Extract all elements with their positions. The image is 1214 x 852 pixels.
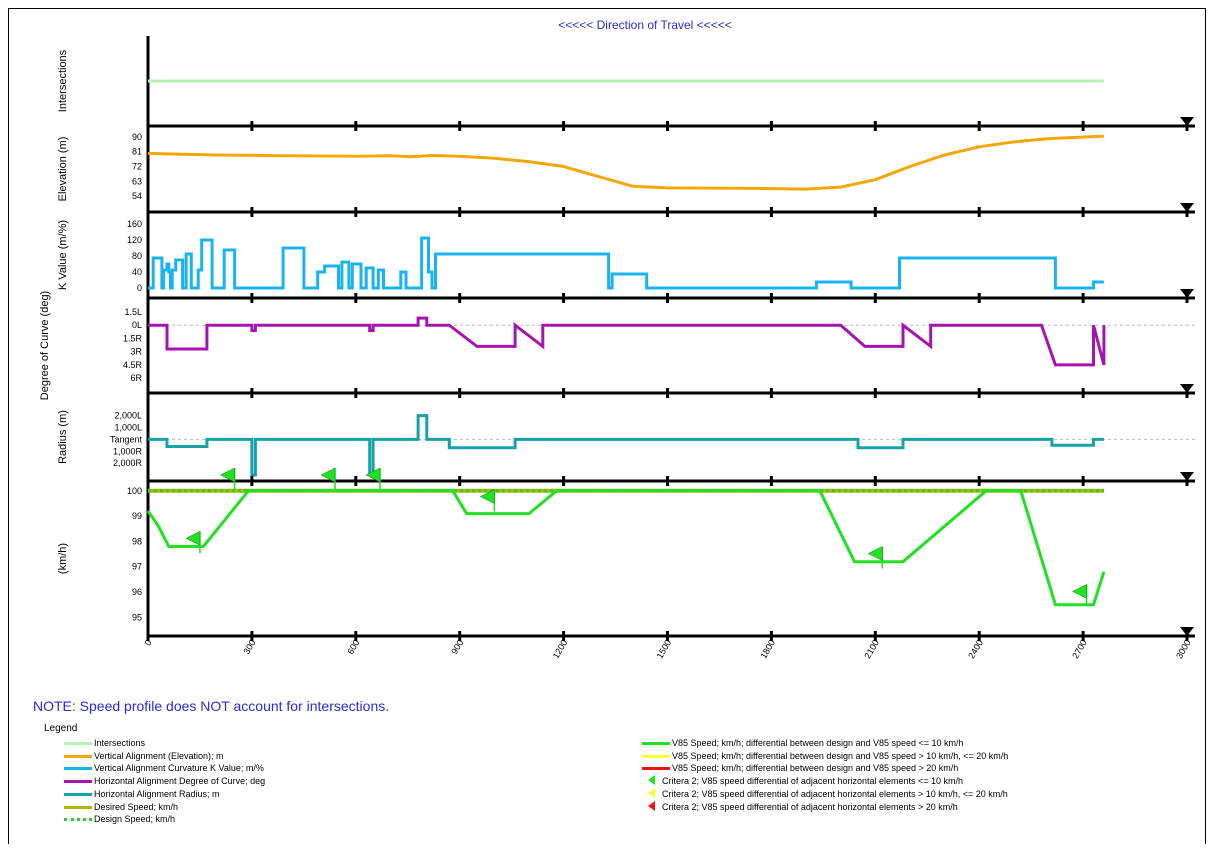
ytick-speed-0: 100	[127, 486, 142, 496]
ytick-speed-2: 98	[132, 536, 142, 546]
series-degree-0	[148, 316, 1106, 367]
ytick-degree-5: 6R	[130, 373, 142, 383]
ytick-radius-1: 1,000L	[114, 423, 142, 433]
ytick-kvalue-2: 80	[132, 251, 142, 261]
ytick-elevation-1: 81	[132, 147, 142, 157]
legend-left-item-2-label: Vertical Alignment Curvature K Value; m/…	[94, 763, 264, 774]
legend-right-item-3-swatch	[648, 775, 655, 786]
series-elevation-0	[147, 134, 1104, 191]
flag-marker-4	[479, 489, 495, 504]
flag-marker-2	[320, 467, 336, 483]
series-kvalue-0	[148, 236, 1104, 290]
ytick-kvalue-4: 0	[137, 283, 142, 293]
legend-right-item-3-label: Critera 2; V85 speed differential of adj…	[662, 776, 964, 787]
legend-right-item-1-swatch	[642, 754, 670, 758]
legend-right-item-4-swatch	[648, 787, 655, 798]
ytick-degree-3: 3R	[130, 347, 142, 357]
panel-ylabel-degree: Degree of Curve (deg)	[39, 291, 51, 400]
ytick-radius-4: 2,000R	[113, 458, 143, 468]
legend-right-item-4-label: Critera 2; V85 speed differential of adj…	[662, 788, 1008, 799]
legend-title: Legend	[44, 723, 78, 734]
flag-marker-3	[365, 467, 381, 483]
band-arrow-speed	[1180, 627, 1194, 636]
series-speed-2	[146, 489, 1106, 607]
ytick-elevation-3: 63	[132, 176, 142, 186]
ytick-kvalue-1: 120	[127, 235, 142, 245]
panel-ylabel-kvalue: K Value (m/%)	[57, 220, 69, 290]
ytick-degree-1: 0L	[132, 320, 142, 330]
band-arrow-degree	[1180, 384, 1194, 393]
ytick-elevation-0: 90	[132, 132, 142, 142]
flag-marker-6	[1072, 584, 1087, 599]
ytick-kvalue-0: 160	[127, 219, 142, 229]
panel-ylabel-intersections: Intersections	[57, 49, 69, 112]
flag-marker-0	[185, 530, 201, 546]
legend-left-item-5-label: Desired Speed; km/h	[94, 801, 179, 812]
chart-title: <<<<< Direction of Travel <<<<<	[558, 18, 732, 32]
flag-marker-1	[220, 467, 235, 483]
ytick-speed-3: 97	[132, 562, 142, 572]
ytick-degree-0: 1.5L	[124, 307, 142, 317]
legend-right-item-5-label: Critera 2; V85 speed differential of adj…	[662, 801, 958, 812]
legend-left-item-3-label: Horizontal Alignment Degree of Curve; de…	[94, 776, 266, 787]
ytick-degree-2: 1.5R	[123, 333, 143, 343]
ytick-kvalue-3: 40	[132, 267, 142, 277]
ytick-speed-4: 96	[132, 587, 142, 597]
legend-right-item-2-swatch	[642, 767, 670, 771]
chart-frame	[8, 8, 1206, 844]
xtick-label-3: 900	[449, 638, 465, 656]
panel-ylabel-speed: (km/h)	[57, 543, 69, 574]
ytick-speed-1: 99	[132, 511, 142, 521]
legend-left-item-6-swatch	[64, 818, 92, 822]
band-arrow-kvalue	[1180, 289, 1194, 298]
legend-left-item-2-swatch	[64, 767, 92, 771]
legend-right-item-0-label: V85 Speed; km/h; differential between de…	[672, 738, 964, 748]
xtick-label-8: 2400	[966, 638, 985, 660]
legend-left-item-5-swatch	[64, 805, 92, 809]
xtick-label-10: 3000	[1174, 638, 1193, 660]
legend-right-item-0-swatch	[642, 742, 670, 745]
legend-left-item-4-label: Horizontal Alignment Radius; m	[94, 788, 220, 799]
flag-marker-5	[867, 546, 883, 561]
ytick-speed-5: 95	[132, 612, 142, 622]
ytick-elevation-2: 72	[132, 162, 142, 172]
legend-left-item-3-swatch	[64, 780, 92, 784]
band-arrow-intersections	[1180, 117, 1194, 126]
series-radius-0	[148, 414, 1104, 477]
legend-right-item-1-label: V85 Speed; km/h; differential between de…	[672, 750, 1009, 761]
legend-left-item-1-label: Vertical Alignment (Elevation); m	[94, 750, 224, 761]
panel-ylabel-radius: Radius (m)	[57, 410, 69, 464]
ytick-elevation-4: 54	[132, 191, 142, 201]
xtick-label-7: 2100	[862, 638, 881, 660]
xtick-label-0: 0	[143, 638, 154, 647]
legend-left-item-0-swatch	[64, 742, 92, 745]
xtick-label-5: 1500	[655, 638, 674, 660]
legend-right-item-5-swatch	[648, 800, 655, 811]
ytick-degree-4: 4.5R	[123, 360, 143, 370]
ytick-radius-3: 1,000R	[113, 446, 143, 456]
xtick-label-2: 600	[345, 638, 361, 656]
xtick-label-6: 1800	[758, 638, 777, 660]
xtick-label-1: 300	[241, 638, 257, 656]
legend-left-item-4-swatch	[64, 792, 92, 796]
xtick-label-9: 2700	[1070, 638, 1089, 660]
panel-ylabel-elevation: Elevation (m)	[57, 137, 69, 202]
legend-left-item-0-label: Intersections	[94, 738, 146, 748]
legend-left-item-1-swatch	[64, 754, 92, 758]
ytick-radius-2: Tangent	[110, 434, 143, 444]
legend-left-item-6-label: Design Speed; km/h	[94, 814, 176, 825]
chart-note: NOTE: Speed profile does NOT account for…	[33, 698, 390, 714]
band-arrow-elevation	[1180, 203, 1194, 212]
xtick-label-4: 1200	[551, 638, 570, 660]
ytick-radius-0: 2,000L	[114, 411, 142, 421]
band-arrow-radius	[1180, 472, 1194, 481]
legend-right-item-2-label: V85 Speed; km/h; differential between de…	[672, 763, 959, 774]
